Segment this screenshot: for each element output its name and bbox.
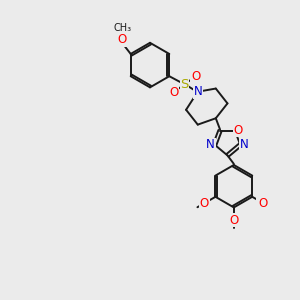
Text: O: O	[200, 197, 209, 210]
Text: O: O	[169, 86, 178, 99]
Text: O: O	[229, 214, 239, 227]
Text: N: N	[240, 138, 249, 151]
Text: O: O	[118, 33, 127, 46]
Text: S: S	[180, 78, 189, 91]
Text: O: O	[259, 197, 268, 210]
Text: O: O	[191, 70, 200, 83]
Text: N: N	[206, 138, 215, 151]
Text: CH₃: CH₃	[113, 23, 131, 33]
Text: O: O	[233, 124, 242, 136]
Text: N: N	[194, 85, 202, 98]
